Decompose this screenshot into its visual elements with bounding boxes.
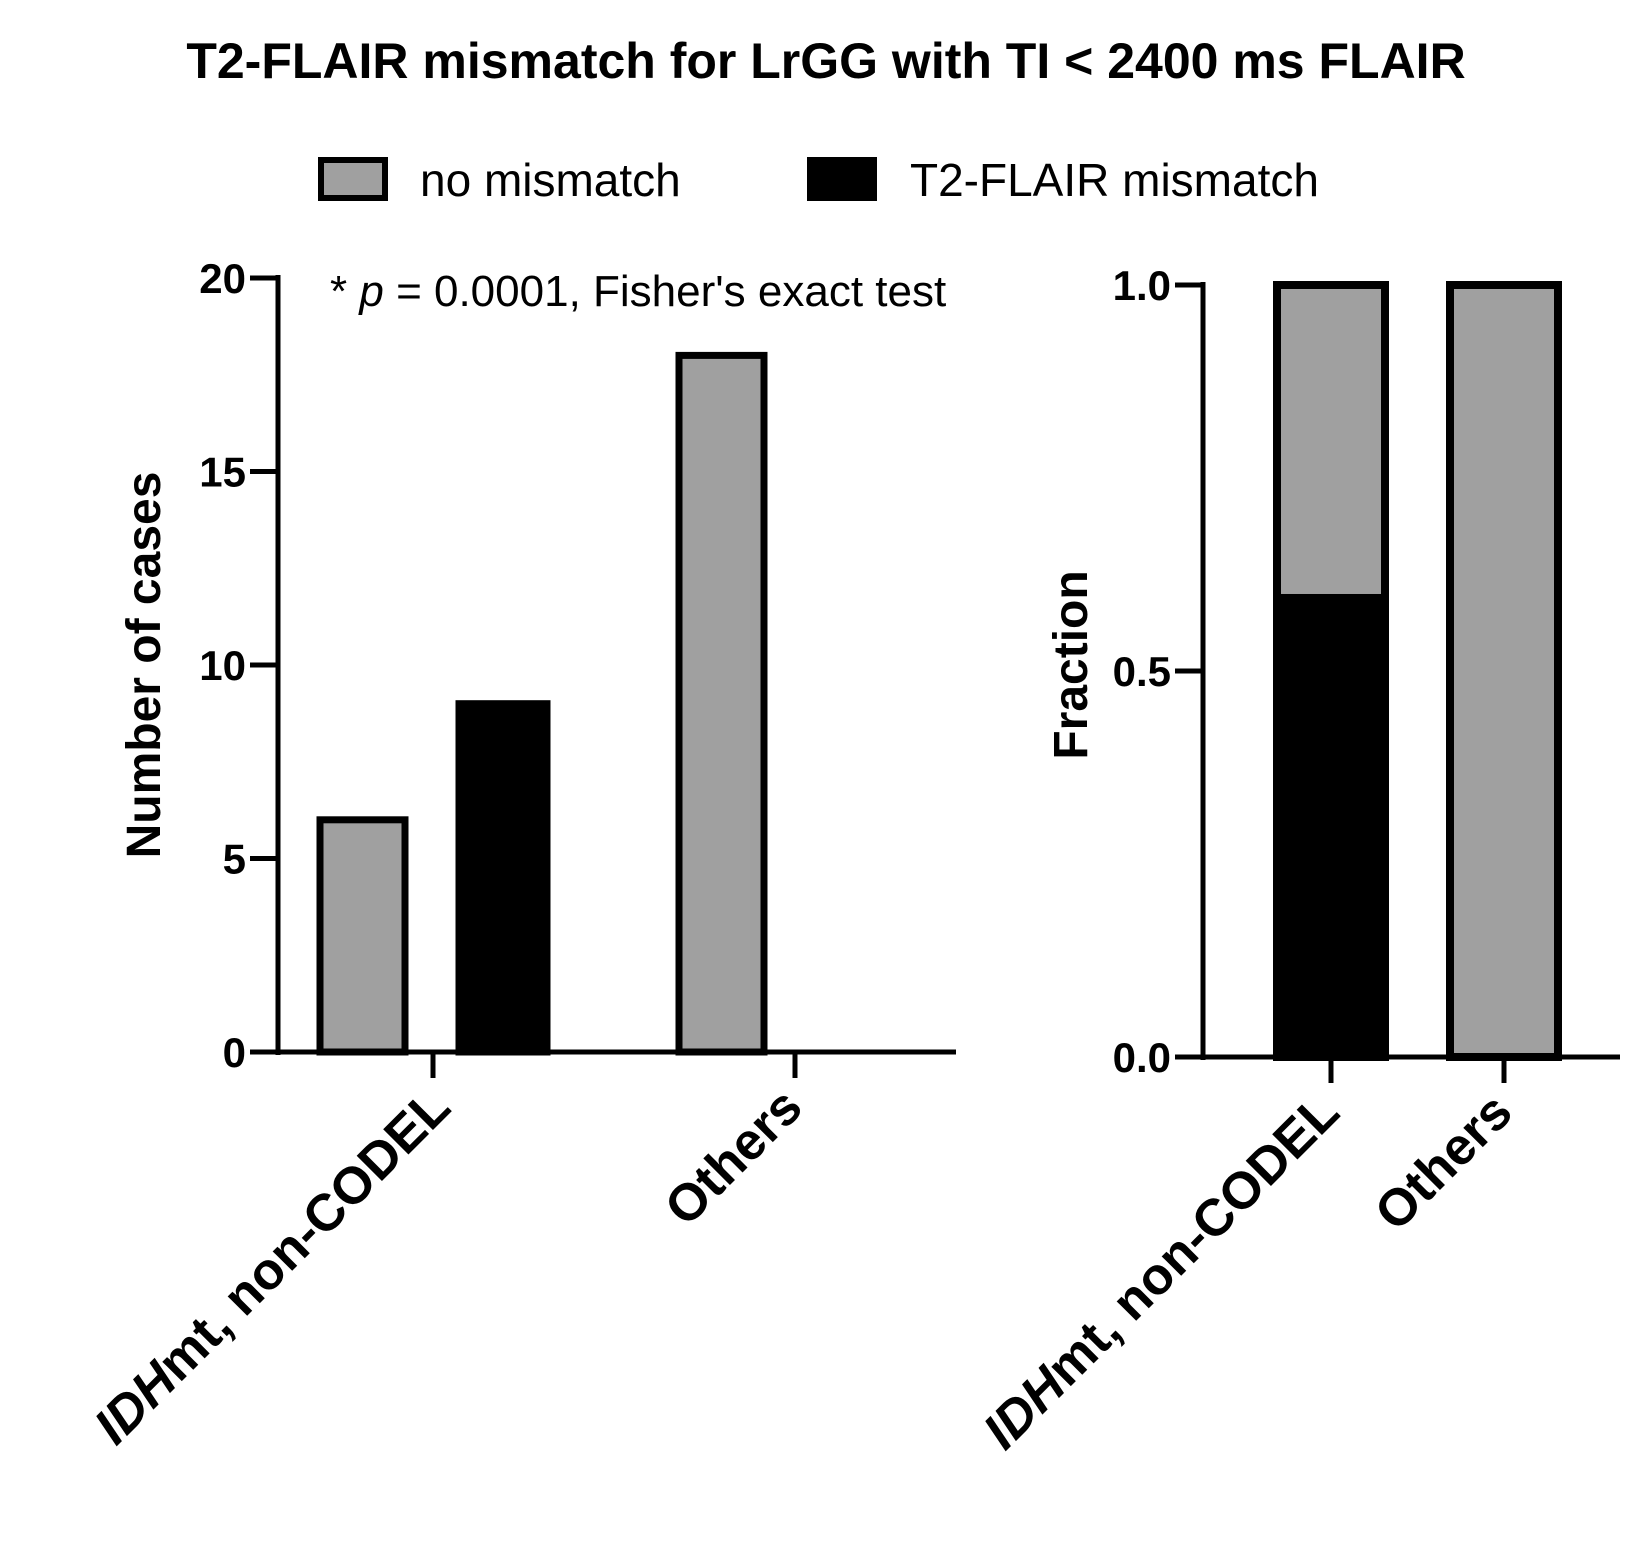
left-tick-labels: 0 5 10 15 20 <box>199 255 246 1076</box>
category-label-text-part: Others <box>1364 1082 1524 1242</box>
right-category-label-idhmt-non-codel: IDHmt, non-CODEL <box>972 1082 1350 1460</box>
right-y-axis-label: Fraction <box>1045 570 1098 759</box>
figure-title: T2-FLAIR mismatch for LrGG with TI < 240… <box>186 33 1465 89</box>
right-segment-no-mismatch-idhmt-non-codel <box>1277 285 1385 594</box>
legend-swatch-mismatch <box>807 157 877 201</box>
left-category-labels: IDHmt, non-CODEL Others <box>83 1077 813 1455</box>
category-label-text-part: Others <box>654 1077 814 1237</box>
legend-label-mismatch: T2-FLAIR mismatch <box>910 154 1319 206</box>
category-label-text-part: mt, non-CODEL <box>147 1077 462 1392</box>
right-category-labels: IDHmt, non-CODEL Others <box>972 1082 1523 1460</box>
annotation-p-value: = 0.0001, Fisher's exact test <box>384 267 946 316</box>
right-category-label-others: Others <box>1364 1082 1524 1242</box>
right-segment-t2-flair-mismatch-idhmt-non-codel <box>1277 593 1385 1057</box>
left-y-tick-label: 15 <box>199 449 246 496</box>
right-y-tick-label: 0.5 <box>1113 648 1171 695</box>
left-y-tick-label: 5 <box>223 836 246 883</box>
right-stacked-bar-chart: 0.0 0.5 1.0 IDHmt, non-CODEL Others Fractio… <box>972 262 1620 1461</box>
legend-swatch-no-mismatch <box>318 157 388 201</box>
right-segment-no-mismatch-others <box>1450 285 1558 1057</box>
left-y-axis-label: Number of cases <box>118 472 171 859</box>
left-bars <box>316 351 768 1056</box>
legend-label-no-mismatch: no mismatch <box>420 154 681 206</box>
legend: no mismatch T2-FLAIR mismatch <box>318 154 1319 206</box>
right-tick-labels: 0.0 0.5 1.0 <box>1113 262 1171 1081</box>
left-bar-no-mismatch-idhmt-non-codel <box>316 816 409 1056</box>
left-bar-no-mismatch-others <box>675 351 768 1056</box>
right-y-tick-label: 0.0 <box>1113 1034 1171 1081</box>
category-label-text-part: mt, non-CODEL <box>1036 1082 1351 1397</box>
left-y-tick-label: 0 <box>223 1029 246 1076</box>
statistics-annotation: * p = 0.0001, Fisher's exact test <box>330 267 946 316</box>
left-y-tick-label: 10 <box>199 642 246 689</box>
left-bar-t2-flair-mismatch-idhmt-non-codel <box>455 700 551 1056</box>
right-axes <box>1175 282 1620 1083</box>
annotation-p-symbol: p <box>357 267 383 316</box>
right-bars <box>1273 281 1562 1061</box>
left-bar-chart: 0 5 10 15 20 IDHmt, non-CODEL Others Number o… <box>83 255 956 1456</box>
left-category-label-idhmt-non-codel: IDHmt, non-CODEL <box>83 1077 461 1455</box>
left-category-label-others: Others <box>654 1077 814 1237</box>
right-y-tick-label: 1.0 <box>1113 262 1171 309</box>
left-y-tick-label: 20 <box>199 255 246 302</box>
left-axes <box>250 275 956 1078</box>
annotation-star: * <box>330 267 359 316</box>
